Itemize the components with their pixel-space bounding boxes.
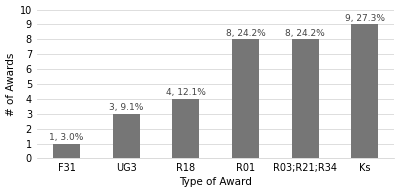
Text: 9, 27.3%: 9, 27.3%: [345, 14, 385, 23]
Text: 3, 9.1%: 3, 9.1%: [109, 103, 143, 112]
Text: 8, 24.2%: 8, 24.2%: [285, 29, 325, 38]
Bar: [292, 39, 318, 158]
Bar: [53, 144, 80, 158]
Text: 1, 3.0%: 1, 3.0%: [49, 133, 84, 142]
X-axis label: Type of Award: Type of Award: [179, 177, 252, 187]
Text: 8, 24.2%: 8, 24.2%: [226, 29, 265, 38]
Y-axis label: # of Awards: # of Awards: [6, 52, 16, 116]
Bar: [113, 114, 140, 158]
Bar: [232, 39, 259, 158]
Text: 4, 12.1%: 4, 12.1%: [166, 88, 206, 97]
Bar: [172, 99, 199, 158]
Bar: [351, 25, 378, 158]
